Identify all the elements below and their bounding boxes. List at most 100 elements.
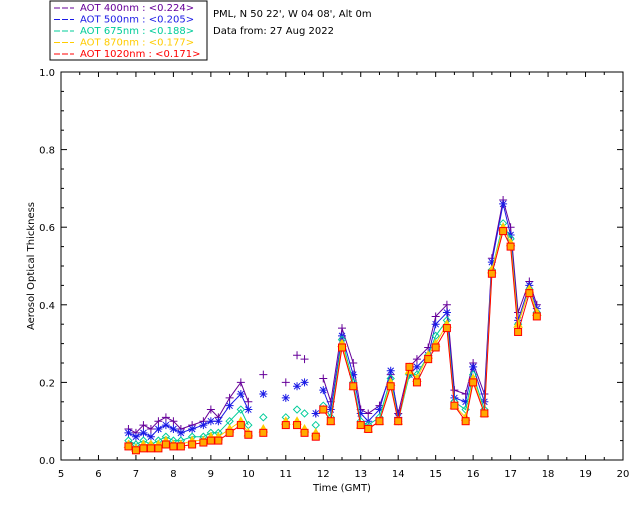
data-point: [161, 413, 170, 422]
data-point: [176, 428, 185, 437]
data-point: [259, 413, 268, 422]
data-point: [311, 409, 320, 418]
data-point: [364, 424, 373, 433]
data-point: [169, 442, 178, 451]
x-tick-label: 18: [542, 469, 555, 480]
data-point: [259, 428, 268, 437]
data-point: [442, 324, 451, 333]
data-point: [154, 444, 163, 453]
data-point: [146, 424, 155, 433]
data-point: [259, 370, 268, 379]
legend-label: AOT 1020nm : <0.171>: [80, 49, 200, 60]
data-point: [161, 421, 170, 430]
data-point: [412, 355, 421, 364]
data-point: [349, 382, 358, 391]
data-point: [461, 397, 470, 406]
data-point: [311, 432, 320, 441]
x-tick-label: 9: [208, 469, 214, 480]
data-point: [154, 417, 163, 426]
data-point: [293, 382, 302, 391]
y-tick-label: 0.4: [39, 301, 55, 312]
data-point: [292, 405, 302, 414]
data-point: [300, 355, 309, 364]
data-point: [319, 405, 328, 414]
data-point: [131, 432, 140, 441]
data-point: [326, 405, 335, 414]
data-point: [139, 421, 148, 430]
y-tick-label: 0.0: [39, 456, 55, 467]
legend-label: AOT 675nm : <0.188>: [80, 26, 194, 37]
data-point: [244, 397, 253, 406]
x-tick-label: 19: [579, 469, 592, 480]
data-point: [161, 440, 170, 449]
date-info: Data from: 27 Aug 2022: [213, 26, 334, 37]
data-point: [499, 227, 508, 236]
data-point: [281, 393, 290, 402]
series-3: [123, 222, 542, 452]
data-point: [319, 374, 328, 383]
data-point: [214, 436, 223, 445]
data-point: [405, 362, 414, 371]
data-point: [206, 436, 215, 445]
data-point: [412, 362, 421, 371]
data-point: [461, 417, 470, 426]
x-tick-label: 16: [467, 469, 480, 480]
x-tick-label: 13: [354, 469, 367, 480]
data-point: [442, 300, 451, 309]
data-point: [300, 409, 309, 418]
data-point: [506, 242, 515, 251]
data-point: [506, 223, 515, 232]
data-point: [431, 320, 440, 329]
data-point: [319, 386, 328, 395]
data-point: [311, 420, 320, 430]
x-tick-label: 20: [617, 469, 630, 480]
data-point: [199, 421, 208, 430]
data-point: [532, 312, 541, 321]
data-point: [139, 428, 148, 437]
data-point: [281, 378, 290, 387]
data-point: [236, 390, 245, 399]
data-point: [188, 424, 197, 433]
data-point: [154, 424, 163, 433]
site-info: PML, N 50 22', W 04 08', Alt 0m: [213, 9, 372, 20]
data-point: [225, 428, 234, 437]
data-point: [188, 440, 197, 449]
legend-frame: [49, 0, 208, 61]
data-point: [338, 343, 346, 352]
x-axis-label: Time (GMT): [312, 483, 371, 494]
series-2: [124, 219, 542, 449]
data-point: [169, 417, 178, 426]
y-tick-label: 0.6: [39, 223, 55, 234]
data-point: [124, 428, 133, 437]
data-point: [146, 444, 155, 453]
data-point: [499, 199, 508, 208]
data-point: [139, 444, 148, 453]
y-tick-label: 0.2: [39, 378, 55, 389]
x-tick-label: 10: [242, 469, 255, 480]
data-point: [349, 370, 358, 379]
y-axis-label: Aerosol Optical Thickness: [26, 202, 37, 330]
y-tick-label: 1.0: [39, 68, 55, 79]
x-tick-label: 12: [317, 469, 330, 480]
data-point: [424, 355, 433, 364]
series-4: [124, 227, 541, 455]
data-point: [480, 409, 489, 418]
data-point: [386, 366, 395, 375]
x-tick-label: 8: [170, 469, 176, 480]
data-point: [169, 424, 178, 433]
legend-label: AOT 400nm : <0.224>: [80, 3, 194, 14]
data-point: [236, 421, 245, 430]
data-point: [487, 258, 496, 267]
data-point: [225, 393, 234, 402]
plot-area: [60, 71, 624, 461]
legend-label: AOT 500nm : <0.205>: [80, 15, 194, 26]
data-point: [375, 405, 384, 414]
data-point: [394, 417, 403, 426]
x-tick-label: 14: [392, 469, 405, 480]
data-point: [259, 390, 268, 399]
data-point: [146, 432, 155, 441]
data-point: [349, 359, 358, 367]
x-tick-label: 15: [429, 469, 442, 480]
x-tick-label: 5: [58, 469, 64, 480]
